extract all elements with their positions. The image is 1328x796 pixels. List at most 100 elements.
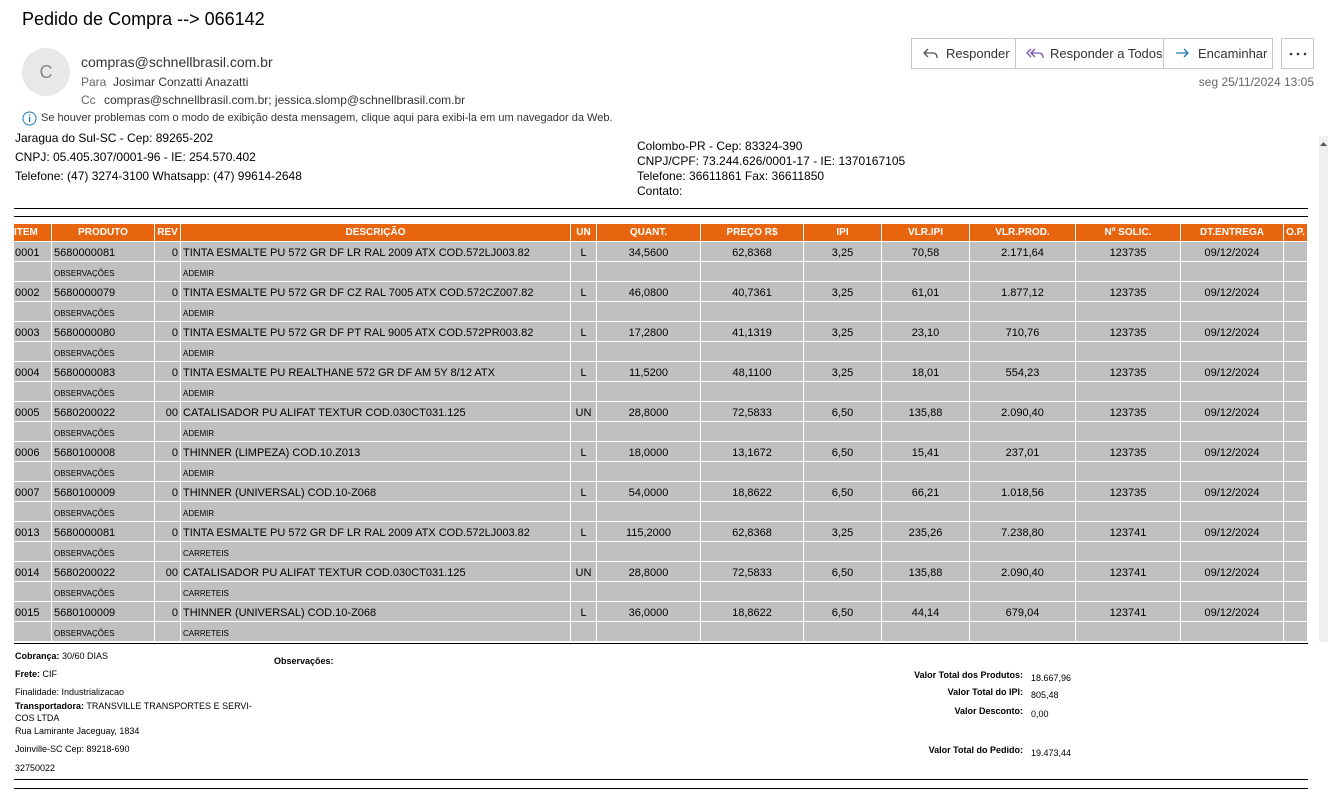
supplier-line: Colombo-PR - Cep: 83324-390 (637, 139, 803, 153)
total-value: 0,00 (1031, 709, 1049, 719)
obs-cell (1284, 422, 1307, 441)
obs-cell (14, 382, 51, 401)
table-cell: CATALISADOR PU ALIFAT TEXTUR COD.030CT03… (181, 562, 570, 581)
table-cell: 5680100009 (52, 482, 154, 501)
obs-cell (597, 582, 700, 601)
obs-cell (1284, 582, 1307, 601)
obs-cell (970, 262, 1075, 281)
obs-cell (804, 302, 881, 321)
to[interactable]: Josimar Conzatti Anazatti (113, 75, 249, 89)
table-cell: 00 (155, 562, 180, 581)
table-cell: 09/12/2024 (1181, 282, 1283, 301)
table-cell: 5680000081 (52, 242, 154, 261)
obs-cell (701, 262, 803, 281)
table-cell: 72,5833 (701, 402, 803, 421)
obs-cell (701, 542, 803, 561)
obs-cell (571, 622, 596, 641)
reply-button[interactable]: Responder (911, 38, 1016, 69)
obs-cell (882, 542, 969, 561)
table-cell: TINTA ESMALTE PU REALTHANE 572 GR DF AM … (181, 362, 570, 381)
more-button[interactable] (1281, 38, 1314, 69)
table-cell (1284, 522, 1307, 541)
table-cell: 0 (155, 522, 180, 541)
cobranca: Cobrança: 30/60 DIAS (15, 651, 108, 661)
table-cell: 54,0000 (597, 482, 700, 501)
value: CIF (42, 669, 58, 679)
table-cell: 1.018,56 (970, 482, 1075, 501)
table-cell: 115,2000 (597, 522, 700, 541)
obs-cell (882, 262, 969, 281)
table-cell: 135,88 (882, 402, 969, 421)
table-cell: 23,10 (882, 322, 969, 341)
column-header: PRODUTO (52, 224, 154, 241)
table-cell: 5680000083 (52, 362, 154, 381)
obs-cell (155, 342, 180, 361)
reply-all-button[interactable]: Responder a Todos (1015, 38, 1164, 69)
obs-cell (882, 462, 969, 481)
forward-button[interactable]: Encaminhar (1163, 38, 1273, 69)
table-cell: 40,7361 (701, 282, 803, 301)
total-value: 19.473,44 (1031, 748, 1072, 758)
obs-cell (597, 382, 700, 401)
obs-cell (14, 622, 51, 641)
total-label: Valor Total do Pedido: (928, 745, 1023, 755)
scrollbar[interactable] (1319, 136, 1328, 642)
obs-cell (1284, 502, 1307, 521)
address-line: 32750022 (15, 763, 56, 773)
table-cell: 0 (155, 242, 180, 261)
address-line: Rua Lamirante Jaceguay, 1834 (15, 726, 140, 736)
obs-cell (970, 542, 1075, 561)
table-cell: 0001 (14, 242, 51, 261)
table-cell: 0 (155, 282, 180, 301)
table-cell: 123735 (1076, 442, 1180, 461)
table-cell: 6,50 (804, 442, 881, 461)
table-cell: 123735 (1076, 322, 1180, 341)
obs-cell (1076, 502, 1180, 521)
obs-cell (571, 502, 596, 521)
obs-cell (1181, 542, 1283, 561)
obs-cell: OBSERVAÇÕES (52, 342, 154, 361)
obs-cell (155, 542, 180, 561)
from[interactable]: compras@schnellbrasil.com.br (81, 54, 273, 70)
table-cell: UN (571, 402, 596, 421)
obs-cell (1284, 382, 1307, 401)
table-cell: 15,41 (882, 442, 969, 461)
table-cell: THINNER (UNIVERSAL) COD.10-Z068 (181, 482, 570, 501)
obs-cell (701, 342, 803, 361)
table-cell: CATALISADOR PU ALIFAT TEXTUR COD.030CT03… (181, 402, 570, 421)
table-cell: 710,76 (970, 322, 1075, 341)
table-cell: UN (571, 562, 596, 581)
table-cell: 48,1100 (701, 362, 803, 381)
divider (14, 788, 1308, 789)
column-header: DT.ENTREGA (1181, 224, 1283, 241)
table-cell: 09/12/2024 (1181, 562, 1283, 581)
table-cell (1284, 562, 1307, 581)
table-cell: 2.090,40 (970, 402, 1075, 421)
obs-cell (970, 382, 1075, 401)
divider (14, 208, 1308, 209)
obs-cell (1284, 342, 1307, 361)
obs-cell (1076, 262, 1180, 281)
obs-cell: OBSERVAÇÕES (52, 422, 154, 441)
table-cell (1284, 602, 1307, 621)
info-bar[interactable]: Se houver problemas com o modo de exibiç… (41, 112, 613, 124)
table-cell: 66,21 (882, 482, 969, 501)
obs-cell: CARRETEIS (181, 622, 570, 641)
table-cell: 18,0000 (597, 442, 700, 461)
obs-cell (14, 542, 51, 561)
table-cell: 09/12/2024 (1181, 402, 1283, 421)
cc[interactable]: compras@schnellbrasil.com.br; jessica.sl… (104, 93, 466, 107)
scroll-up (1320, 142, 1327, 146)
table-cell: 123735 (1076, 402, 1180, 421)
table-cell: 09/12/2024 (1181, 522, 1283, 541)
obs-cell (1181, 582, 1283, 601)
total-label: Valor Desconto: (954, 706, 1023, 716)
date: seg 25/11/2024 13:05 (1198, 75, 1314, 89)
table-cell: 13,1672 (701, 442, 803, 461)
table-cell: 0 (155, 362, 180, 381)
obs-cell (701, 622, 803, 641)
obs-cell (155, 462, 180, 481)
obs-cell (155, 422, 180, 441)
supplier-line: Telefone: 36611861 Fax: 36611850 (637, 169, 825, 183)
table-cell: L (571, 482, 596, 501)
